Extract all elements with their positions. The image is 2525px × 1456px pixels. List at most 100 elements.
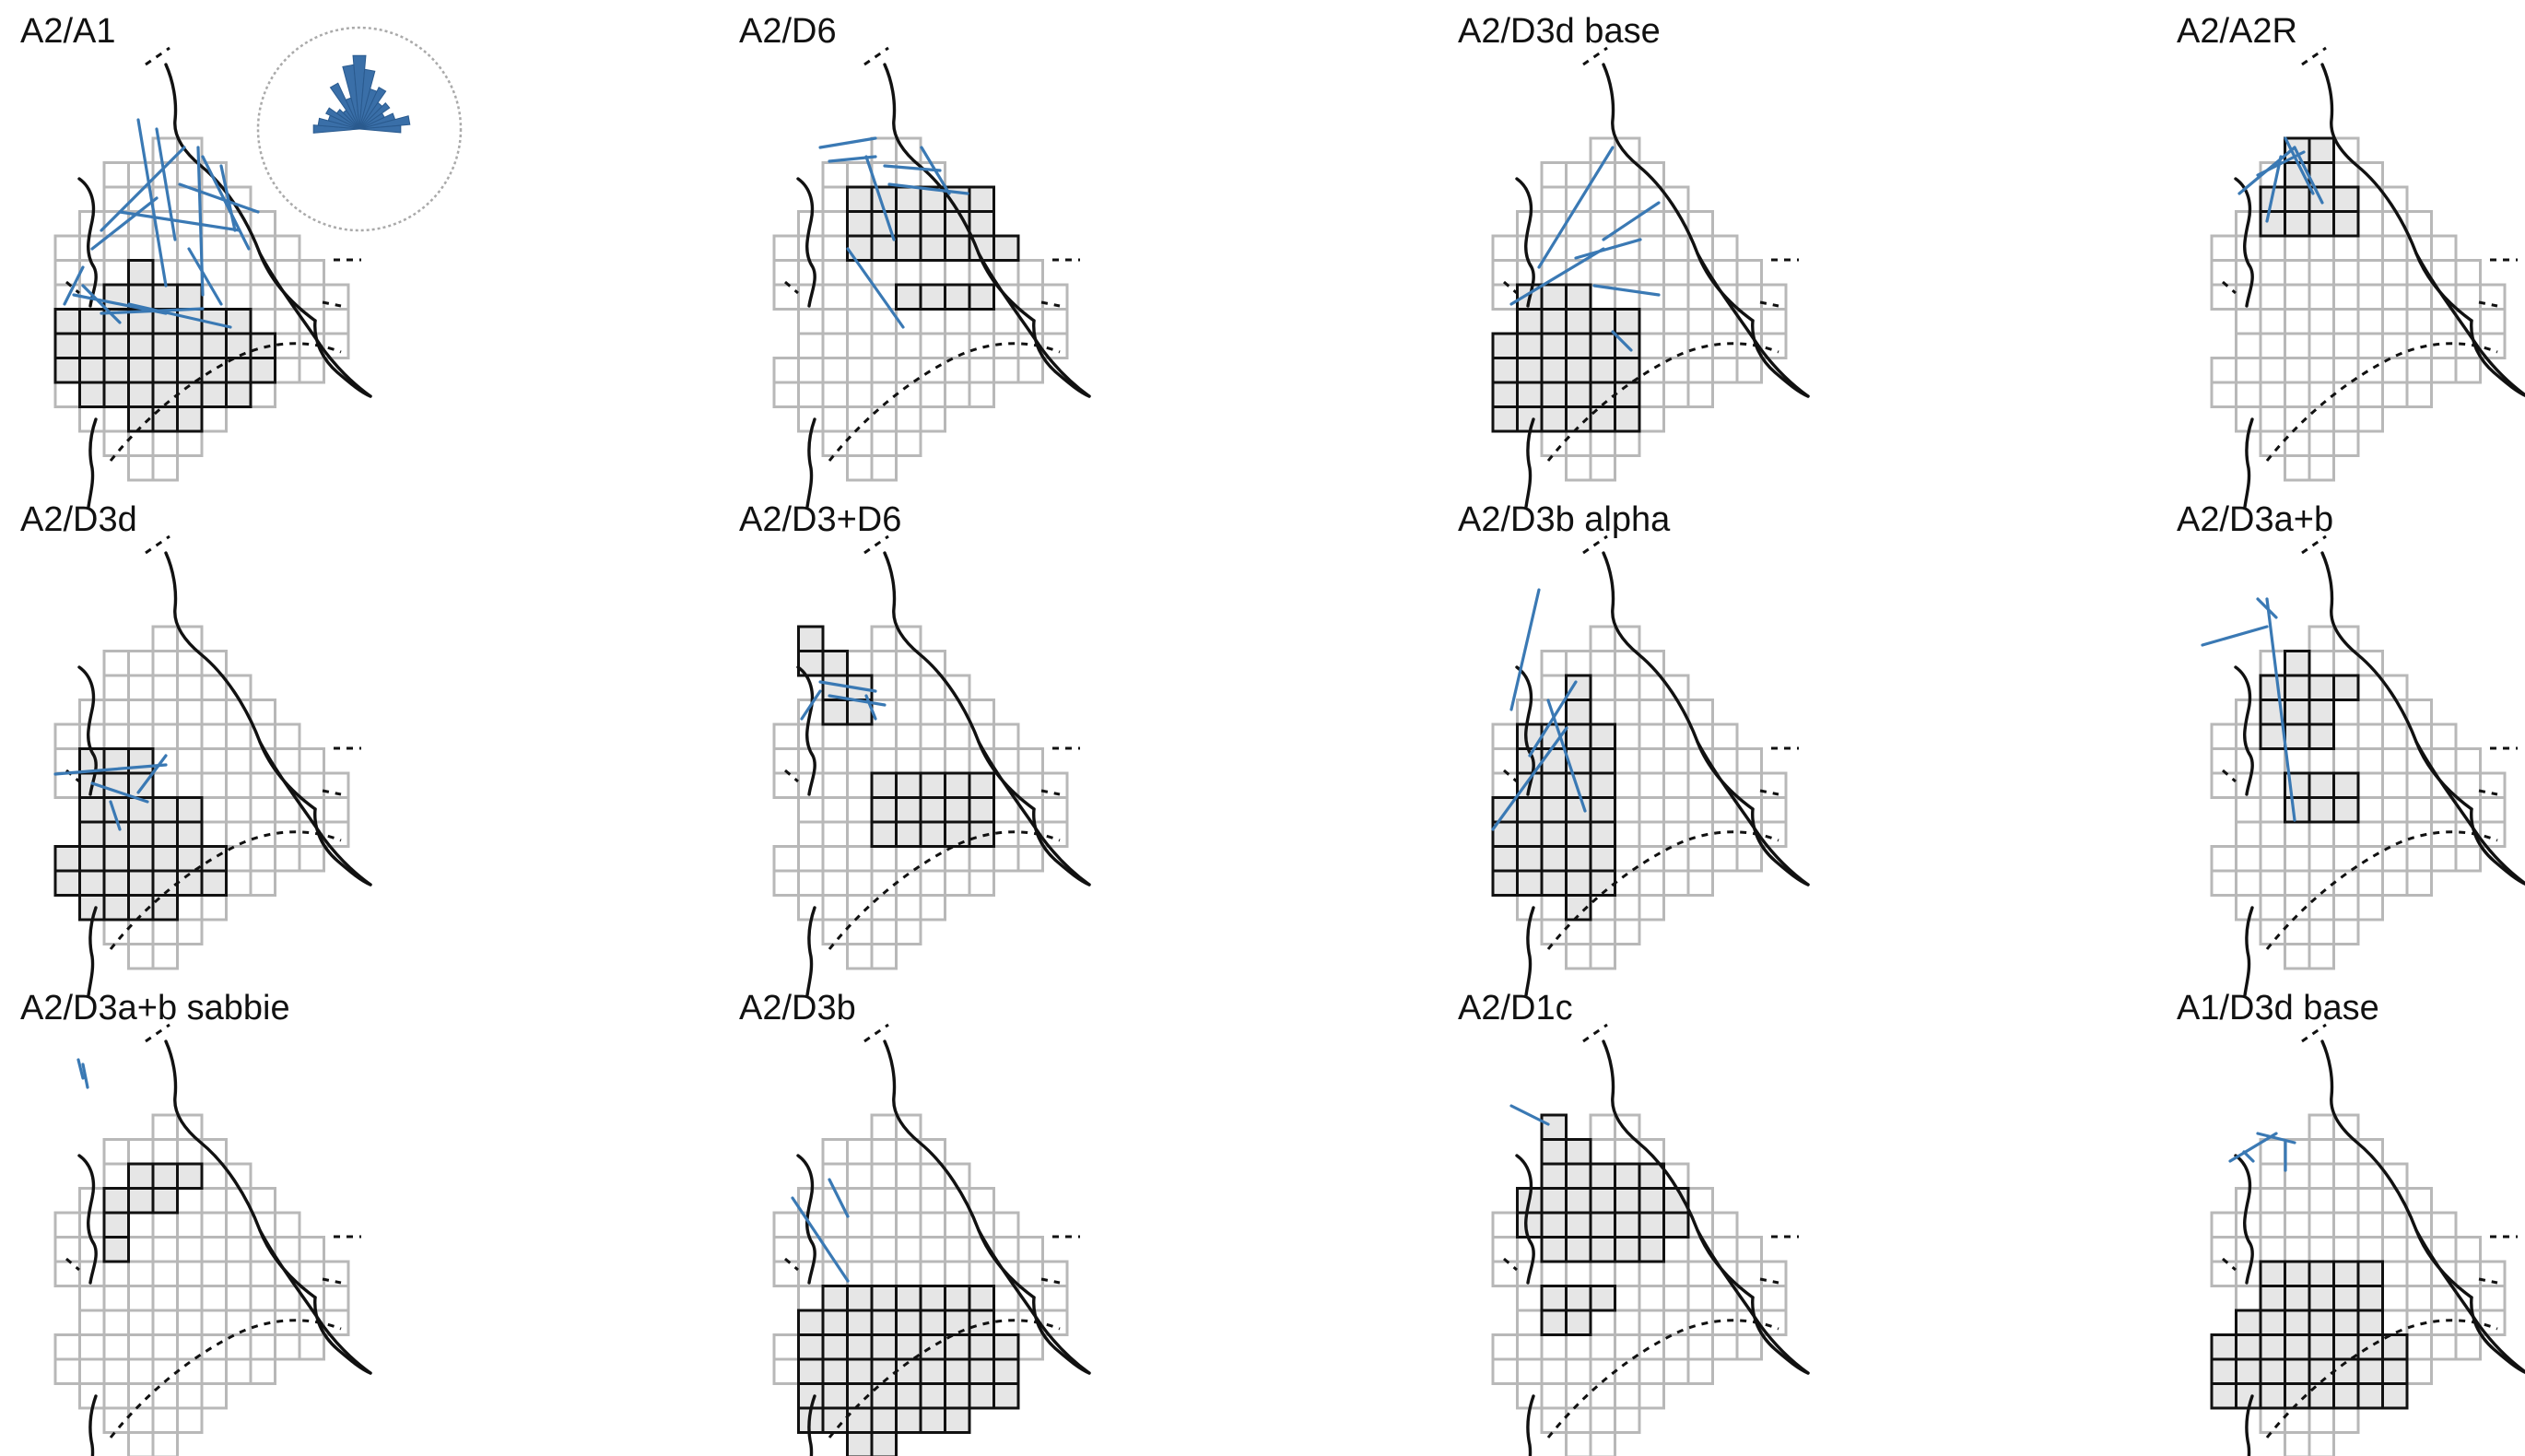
grid-cell (2356, 771, 2384, 799)
highlighted-cell (1540, 1309, 1568, 1336)
highlighted-cell (1540, 869, 1568, 897)
grid-cell (821, 1162, 849, 1190)
grid-cell (176, 674, 204, 701)
grid-cell (2356, 845, 2384, 873)
grid-cell (1662, 771, 1690, 799)
highlighted-cell (919, 1333, 946, 1361)
panel-3: A2/D3d base (1458, 12, 1810, 509)
segment (864, 155, 896, 241)
panel-6: A2/D3+D6 (739, 500, 1091, 997)
grid-cell (2210, 234, 2237, 262)
grid-cell (225, 1260, 252, 1287)
grid-cell (2259, 429, 2286, 457)
highlighted-cell (846, 1406, 874, 1434)
grid-cell (1686, 357, 1714, 384)
grid-cell (2259, 1138, 2286, 1166)
grid-cell (919, 1138, 946, 1166)
grid-cell (274, 796, 301, 824)
grid-cell (968, 357, 995, 384)
highlighted-cell (2210, 1382, 2237, 1410)
grid-cell (78, 1357, 106, 1385)
highlighted-cell (919, 1406, 946, 1434)
grid-cell (797, 308, 825, 335)
grid-cell (78, 1309, 106, 1336)
lineament-segments (791, 1178, 850, 1283)
grid-cell (2356, 699, 2384, 726)
grid-cell (127, 429, 155, 457)
highlighted-cell (2284, 699, 2311, 726)
grid-cell (323, 332, 350, 359)
grid-cell (127, 1211, 155, 1239)
highlighted-cell (2284, 650, 2311, 677)
highlighted-cell (2308, 674, 2335, 701)
grid-cell (2405, 869, 2433, 897)
grid-cell (1662, 1236, 1690, 1263)
grid-cell (176, 1236, 204, 1263)
grid-cell (821, 1138, 849, 1166)
grid-cell (2405, 357, 2433, 384)
highlighted-cell (1540, 1285, 1568, 1312)
rose-diagram (256, 26, 463, 232)
grid-cell (2381, 869, 2409, 897)
segment (53, 763, 168, 776)
grid-cell (1565, 650, 1592, 677)
grid-cell (772, 1211, 800, 1239)
grid-cell (1686, 283, 1714, 311)
highlighted-cell (821, 1406, 849, 1434)
grid-cell (2284, 381, 2311, 408)
grid-cell (1589, 1113, 1616, 1141)
grid-cell (2356, 283, 2384, 311)
grid-cell (274, 234, 301, 262)
grid-cell (2259, 918, 2286, 945)
segment (864, 694, 877, 721)
grid-cell (249, 699, 276, 726)
grid-cell (968, 1187, 995, 1215)
grid-cell (151, 1138, 179, 1166)
grid-cell (919, 259, 946, 287)
highlighted-cell (225, 381, 252, 408)
highlighted-cell (1540, 332, 1568, 359)
grid-cell (2356, 332, 2384, 359)
grid-cell (2454, 1236, 2482, 1263)
grid-cell (2259, 1162, 2286, 1190)
grid-cell (200, 820, 228, 848)
highlighted-cell (225, 332, 252, 359)
highlighted-cell (1516, 820, 1544, 848)
highlighted-cell (127, 845, 155, 873)
grid-cell (1491, 1260, 1519, 1287)
grid-cell (225, 796, 252, 824)
grid-cell (298, 771, 325, 799)
grid-cell (992, 259, 1020, 287)
highlighted-cell (1614, 1211, 1641, 1239)
grid-cell (200, 283, 228, 311)
grid-cell (870, 1236, 898, 1263)
grid-cell (200, 747, 228, 775)
highlighted-cell (2308, 1309, 2335, 1336)
grid-cell (127, 722, 155, 750)
grid-cell (2356, 722, 2384, 750)
highlighted-cell (200, 332, 228, 359)
grid-cell (1491, 722, 1519, 750)
grid-cell (2405, 1357, 2433, 1385)
grid-cell (1491, 1357, 1519, 1385)
grid-cell (1760, 308, 1788, 335)
grid-cell (992, 722, 1020, 750)
highlighted-cell (151, 845, 179, 873)
grid-cell (895, 1260, 922, 1287)
grid-cell (2332, 405, 2360, 433)
grid-cell (846, 1211, 874, 1239)
highlighted-cell (151, 894, 179, 922)
grid-cell (2454, 747, 2482, 775)
segment (828, 1178, 850, 1218)
grid-cell (992, 1285, 1020, 1312)
highlighted-cell (1589, 796, 1616, 824)
grid-cell (151, 1285, 179, 1312)
grid-cell (78, 1211, 106, 1239)
panel-title: A2/D3d (20, 500, 137, 539)
grid-cell (2235, 845, 2262, 873)
grid-cell (846, 820, 874, 848)
grid-cell (323, 1285, 350, 1312)
grid-cell (846, 771, 874, 799)
highlighted-cell (1516, 381, 1544, 408)
segment (100, 146, 186, 232)
